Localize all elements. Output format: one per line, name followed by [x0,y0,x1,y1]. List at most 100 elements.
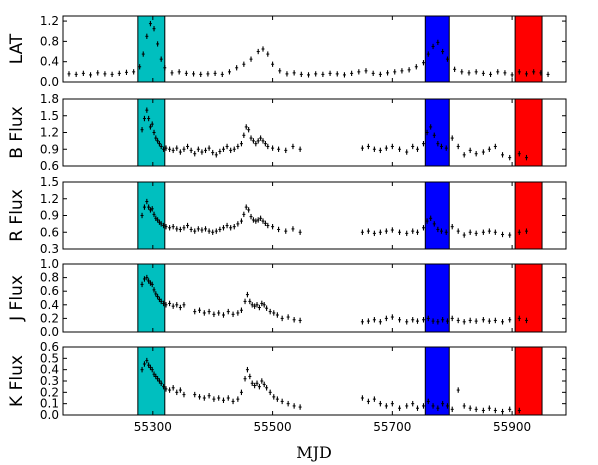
panel-4-point-22 [207,308,211,315]
panel-2-point-55 [384,145,388,151]
panel-5-point-44 [286,400,290,407]
panel-5-point-60 [436,405,440,411]
panel-5-point-11 [159,380,163,386]
panel-2-point-61 [421,140,425,147]
panel-1-point-59 [441,48,445,55]
panel-1-point-17 [159,56,163,62]
panel-2-band-1 [137,98,166,167]
panel-2-point-71 [468,147,472,154]
panel-2-point-3 [145,107,149,113]
panel-3-ytick-label-4: 1.2 [40,192,59,206]
panel-2-point-48 [284,147,288,154]
panel-3-point-8 [154,215,158,221]
panel-5-point-34 [253,382,257,389]
panel-3-point-16 [175,226,179,232]
panel-3-point-64 [432,221,436,227]
panel-1-point-38 [299,71,303,78]
panel-5-point-56 [415,405,419,411]
panel-2-point-25 [207,145,211,151]
panel-1-point-54 [414,64,418,70]
panel-1-point-57 [431,43,435,50]
panel-3-point-77 [508,232,512,238]
panel-2-point-54 [378,147,382,154]
panel-2-point-33 [236,143,240,150]
panel-5-point-51 [384,403,388,409]
panel-2-point-30 [225,143,229,150]
panel-4-point-31 [245,291,249,298]
panel-2-point-56 [390,143,394,150]
panel-4-ylabel: J Flux [7,275,27,322]
panel-3-point-31 [229,225,233,231]
panel-4-point-72 [508,317,512,323]
panel-4-point-29 [239,307,243,313]
panel-4-point-48 [366,318,370,324]
panel-2-point-2 [142,115,146,122]
panel-5-point-25 [221,397,225,403]
panel-1-point-32 [261,46,265,52]
panel-3-point-73 [481,229,485,235]
panel-2-point-35 [242,132,246,138]
panel-3-point-12 [162,222,166,229]
panel-4-point-18 [182,302,186,308]
panel-1-point-67 [496,69,500,75]
panel-2-point-38 [249,135,253,141]
panel-3-point-79 [524,228,528,234]
panel-5-point-26 [226,395,230,401]
panel-5-point-28 [236,396,240,402]
panel-1-point-12 [141,51,145,57]
panel-2-point-24 [204,147,208,154]
panel-2-point-50 [298,146,302,152]
panel-2-point-7 [152,129,156,136]
panel-5-point-46 [298,404,302,410]
panel-1-point-16 [156,41,160,47]
panel-4-point-57 [421,317,425,323]
panel-1-band-2 [424,15,450,83]
x-tick-label-4: 55900 [493,420,531,434]
panel-3-point-59 [411,228,415,234]
panel-3-point-13 [164,223,168,230]
panel-1-point-4 [89,72,93,78]
panel-4-point-26 [226,308,230,315]
panel-3-ytick-label-2: 0.6 [40,225,59,239]
panel-1-point-42 [328,70,332,77]
panel-5-point-5 [148,364,152,371]
panel-5-point-22 [207,393,211,399]
panel-1-point-18 [163,65,167,71]
panel-2-ytick-label-5: 1.8 [40,92,59,106]
panel-5-point-8 [154,373,158,380]
panel-4-point-20 [198,307,202,313]
panel-5-point-55 [411,400,415,407]
panel-1-ytick-label-2: 0.4 [40,55,59,69]
panel-3-point-53 [372,230,376,237]
panel-4-point-50 [378,319,382,325]
panel-4-point-42 [275,312,279,318]
panel-5-point-71 [501,408,505,415]
panel-2-point-62 [425,129,429,136]
panel-3-ytick-label-1: 0.3 [40,242,59,256]
panel-1-point-22 [192,71,196,77]
panel-4-point-5 [148,280,152,286]
panel-3-point-21 [193,228,197,234]
panel-3-point-76 [501,231,505,238]
panel-1-ytick-label-1: 0.0 [40,75,59,89]
panel-3-point-72 [474,230,478,237]
panel-1-point-34 [271,61,275,67]
panel-1-point-29 [242,61,246,67]
panel-3-point-43 [261,218,265,224]
panel-2-point-12 [162,146,166,152]
panel-1-point-7 [110,71,114,78]
panel-3-point-58 [405,230,409,237]
panel-4-point-23 [212,311,216,318]
x-tick-label-1: 55300 [134,420,172,434]
panel-4-point-39 [265,305,269,311]
panel-2-point-64 [432,132,436,138]
panel-4-point-6 [150,281,154,288]
panel-4-point-71 [501,319,505,325]
panel-3-ylabel: R Flux [7,189,27,242]
panel-1-point-35 [278,68,282,74]
panel-4-point-3 [145,274,149,281]
panel-3-point-68 [450,223,454,230]
panel-1-point-63 [467,70,471,76]
panel-5-point-63 [450,406,454,413]
